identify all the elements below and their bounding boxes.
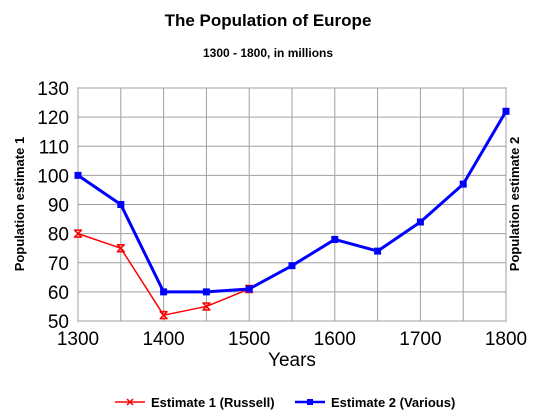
legend-label-estimate-1: Estimate 1 (Russell) xyxy=(151,395,275,410)
data-point xyxy=(159,310,168,320)
y-tick-label: 80 xyxy=(48,225,69,246)
legend: Estimate 1 (Russell) Estimate 2 (Various… xyxy=(115,395,455,410)
chart-title: The Population of Europe xyxy=(165,11,372,30)
data-point xyxy=(74,171,82,179)
series-2 xyxy=(74,107,510,296)
y-tick-label: 60 xyxy=(48,283,69,304)
y-tick-label: 50 xyxy=(48,312,69,333)
data-point xyxy=(160,288,168,296)
legend-label-estimate-2: Estimate 2 (Various) xyxy=(331,395,455,410)
x-tick-label: 1600 xyxy=(314,329,356,350)
series-layer xyxy=(73,107,510,320)
tick-labels: 1300 1400 1500 1600 1700 1800 50 60 70 80 90 100 110… xyxy=(37,79,527,350)
x-tick-label: 1400 xyxy=(142,329,184,350)
data-point xyxy=(245,285,253,293)
y-axis-title-right: Population estimate 2 xyxy=(507,137,522,271)
y-tick-label: 100 xyxy=(37,166,69,187)
data-point xyxy=(459,180,467,188)
data-point xyxy=(116,243,125,253)
y-tick-label: 130 xyxy=(37,79,69,100)
x-tick-label: 1700 xyxy=(399,329,441,350)
x-tick-label: 1300 xyxy=(57,329,99,350)
legend-item-estimate-1: Estimate 1 (Russell) xyxy=(115,395,275,410)
chart-subtitle: 1300 - 1800, in millions xyxy=(203,46,333,60)
y-tick-label: 120 xyxy=(37,108,69,129)
y-tick-label: 110 xyxy=(39,137,69,158)
data-point xyxy=(73,229,83,238)
data-point xyxy=(117,201,125,208)
data-point xyxy=(202,302,211,311)
data-point xyxy=(202,288,210,296)
x-tick-label: 1500 xyxy=(228,329,270,350)
legend-marker-x-icon xyxy=(126,398,134,406)
y-tick-label: 90 xyxy=(48,196,69,217)
data-point xyxy=(331,235,339,243)
data-point xyxy=(502,107,510,115)
data-point xyxy=(416,218,424,226)
x-tick-label: 1800 xyxy=(485,329,527,350)
x-axis-title: Years xyxy=(268,350,316,371)
y-axis-title-left: Population estimate 1 xyxy=(12,137,27,271)
legend-item-estimate-2: Estimate 2 (Various) xyxy=(295,395,455,410)
legend-marker-square-icon xyxy=(307,399,313,405)
y-tick-label: 70 xyxy=(48,254,69,275)
data-point xyxy=(374,247,382,255)
data-point xyxy=(288,262,296,270)
